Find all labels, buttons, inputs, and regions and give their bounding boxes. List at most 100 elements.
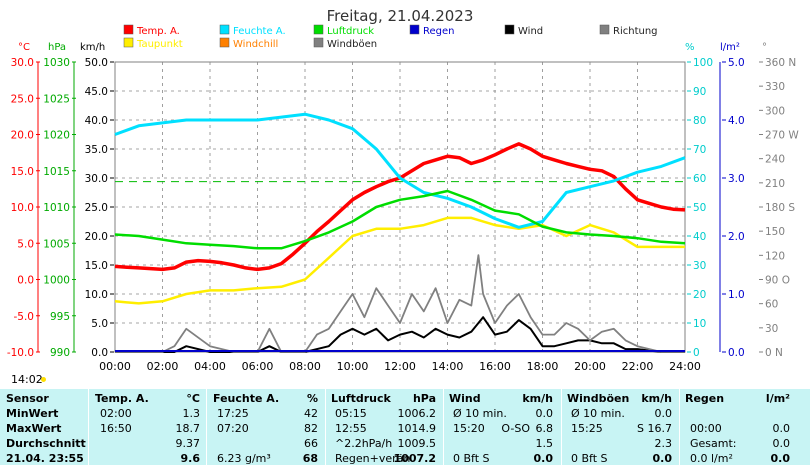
legend-swatch — [313, 37, 324, 48]
temp-tick: 10.0 — [11, 202, 34, 214]
table-cell-rain-val: 0.0 — [772, 422, 791, 435]
legend: Temp. A. Feuchte A. Luftdruck Regen Wind Rich… — [123, 24, 658, 50]
rain-tick: 5.0 — [728, 57, 745, 69]
pressure-tick: 1030 — [43, 57, 70, 69]
table-cell-temp-val: 18.7 — [175, 422, 201, 435]
humidity-tick: 20 — [693, 289, 706, 301]
legend-label: Temp. A. — [136, 26, 180, 37]
header-press-unit: hPa — [412, 392, 436, 405]
direction-tick: 360 N — [765, 57, 796, 69]
temp-tick: -5.0 — [14, 311, 35, 323]
x-tick-label: 16:00 — [479, 360, 511, 373]
rain-tick: 1.0 — [728, 289, 745, 301]
table-cell-label: MinWert — [6, 407, 59, 420]
wind-unit-label: km/h — [80, 42, 105, 53]
wind-tick: 0.0 — [91, 347, 108, 359]
series-feuchte-a- — [114, 112, 686, 229]
temp-tick: 0.0 — [17, 275, 34, 287]
table-cell-press-time: ^2.2hPa/h — [335, 437, 393, 450]
table-cell-gust-val: 0.0 — [652, 452, 673, 465]
table-cell-gust-time: Ø 10 min. — [571, 407, 625, 420]
legend-swatch — [409, 24, 420, 35]
series-taupunkt — [114, 216, 685, 305]
table-cell-label: 21.04. 23:55 — [6, 452, 84, 465]
table-cell-press-val: 1006.2 — [397, 407, 437, 420]
x-tick-label: 14:00 — [432, 360, 464, 373]
direction-tick: 150 — [765, 226, 785, 238]
chart-title: Freitag, 21.04.2023 — [327, 7, 474, 25]
table-cell-temp-time: 02:00 — [100, 407, 132, 420]
legend-label: Richtung — [613, 26, 658, 37]
legend-swatch — [219, 37, 230, 48]
axis-unit-labels: °C hPa km/h % l/m² ° — [18, 42, 767, 53]
pressure-tick: 990 — [50, 347, 70, 359]
header-gust-unit: km/h — [641, 392, 672, 405]
temp-tick: 25.0 — [11, 93, 34, 105]
table-cell-hum-val: 68 — [302, 452, 318, 465]
direction-tick: 210 — [765, 178, 785, 190]
direction-tick: 240 — [765, 154, 785, 166]
legend-label: Windböen — [327, 39, 377, 50]
header-wind: Wind — [449, 392, 481, 405]
header-hum: Feuchte A. — [213, 392, 280, 405]
table-cell-wind-val: 6.8 — [535, 422, 554, 435]
header-sensor: Sensor — [6, 392, 49, 405]
pressure-tick: 1005 — [43, 238, 70, 250]
direction-tick: 180 S — [765, 202, 795, 214]
table-cell-gust-val: 0.0 — [654, 407, 673, 420]
x-tick-label: 00:00 — [99, 360, 131, 373]
temp-tick: 20.0 — [11, 130, 34, 142]
temp-tick: 30.0 — [11, 57, 34, 69]
x-tick-label: 10:00 — [337, 360, 369, 373]
x-tick-label: 22:00 — [622, 360, 654, 373]
wind-tick: 40.0 — [85, 115, 108, 127]
direction-tick: 60 — [765, 299, 778, 311]
legend-label: Regen — [423, 26, 455, 37]
pressure-unit-label: hPa — [48, 42, 66, 53]
x-tick-label: 24:00 — [669, 360, 701, 373]
legend-swatch — [219, 24, 230, 35]
weather-chart: Freitag, 21.04.2023 Temp. A. Feuchte A. Lu… — [7, 7, 800, 373]
x-tick-label: 04:00 — [194, 360, 226, 373]
wind-tick: 25.0 — [85, 202, 108, 214]
legend-label: Luftdruck — [327, 26, 374, 37]
header-temp: Temp. A. — [95, 392, 149, 405]
header-rain-unit: l/m² — [765, 392, 790, 405]
table-cell-hum-val: 82 — [304, 422, 318, 435]
direction-tick: 120 — [765, 250, 785, 262]
grid — [115, 62, 685, 352]
table-cell-rain-time: Gesamt: — [690, 437, 737, 450]
legend-label: Taupunkt — [136, 39, 183, 50]
pressure-tick: 1010 — [43, 202, 70, 214]
table-cell-hum-val: 42 — [304, 407, 318, 420]
table-cell-press-time: Regen+verän — [335, 452, 411, 465]
rain-tick: 3.0 — [728, 173, 745, 185]
rain-tick: 0.0 — [728, 347, 745, 359]
table-cell-temp-val: 9.37 — [175, 437, 201, 450]
series-group — [114, 112, 686, 353]
header-rain: Regen — [685, 392, 725, 405]
direction-tick: 90 O — [765, 275, 790, 287]
wind-tick: 20.0 — [85, 231, 108, 243]
time-bar: 14:02 — [0, 373, 810, 387]
wind-tick: 35.0 — [85, 144, 108, 156]
direction-tick: 330 — [765, 81, 785, 93]
table-cell-gust-val: 2.3 — [654, 437, 673, 450]
humidity-tick: 50 — [693, 202, 706, 214]
wind-tick: 45.0 — [85, 86, 108, 98]
direction-tick: 270 W — [765, 130, 799, 142]
temp-unit-label: °C — [18, 42, 30, 53]
rain-tick: 2.0 — [728, 231, 745, 243]
pressure-tick: 1020 — [43, 130, 70, 142]
legend-swatch — [123, 24, 134, 35]
table-cell-rain-time: 0.0 l/m² — [690, 452, 733, 465]
x-tick-label: 12:00 — [384, 360, 416, 373]
table-cell-wind-time: 0 Bft S — [453, 452, 490, 465]
pressure-tick: 1000 — [43, 275, 70, 287]
direction-tick: 0 N — [765, 347, 783, 359]
x-tick-label: 08:00 — [289, 360, 321, 373]
table-cell-wind-time: 15:20 — [453, 422, 485, 435]
header-temp-unit: °C — [186, 392, 200, 405]
legend-swatch — [313, 24, 324, 35]
pressure-tick: 995 — [50, 311, 70, 323]
